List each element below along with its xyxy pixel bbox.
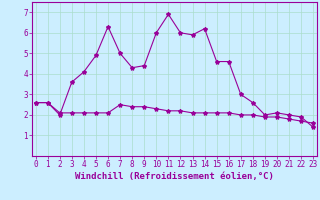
X-axis label: Windchill (Refroidissement éolien,°C): Windchill (Refroidissement éolien,°C) bbox=[75, 172, 274, 181]
